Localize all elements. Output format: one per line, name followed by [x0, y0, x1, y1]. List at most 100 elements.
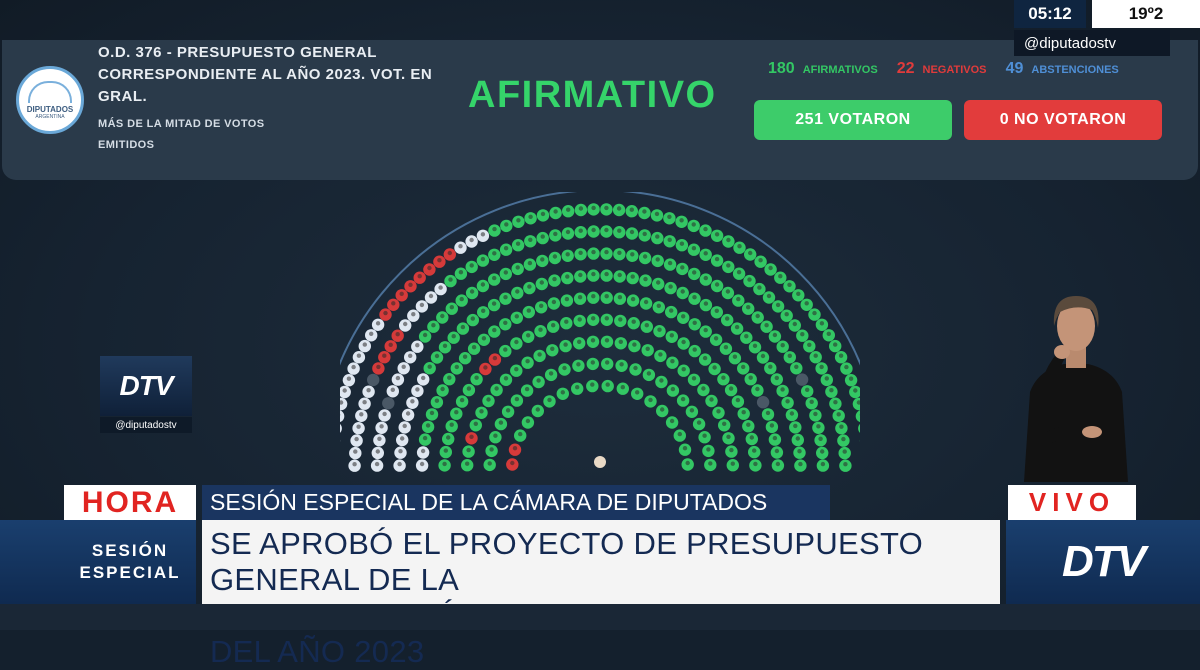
deputy-seat-icon	[387, 299, 399, 311]
deputy-seat-icon	[699, 353, 711, 365]
negative-label: NEGATIVOS	[923, 64, 987, 76]
deputy-seat-icon	[340, 386, 351, 398]
deputy-seat-icon	[467, 314, 479, 326]
deputy-seat-icon	[484, 459, 496, 471]
deputy-seat-icon	[711, 306, 723, 318]
deputy-seat-icon	[656, 405, 668, 417]
deputy-seat-icon	[712, 407, 724, 419]
deputy-seat-icon	[651, 209, 663, 221]
deputy-seat-icon	[601, 358, 613, 370]
deputy-seat-icon	[587, 225, 599, 237]
dtv-logo-small: DTV	[100, 356, 192, 416]
deputy-seat-icon	[495, 418, 507, 430]
deputy-seat-icon	[446, 420, 458, 432]
deputy-seat-icon	[406, 397, 418, 409]
deputy-seat-icon	[511, 312, 523, 324]
deputy-seat-icon	[677, 287, 689, 299]
deputy-seat-icon	[812, 422, 824, 434]
hora-label: HORA	[64, 485, 196, 520]
deputy-seat-icon	[835, 351, 847, 363]
deputy-seat-icon	[532, 405, 544, 417]
deputy-seat-icon	[521, 357, 533, 369]
deputy-seat-icon	[674, 429, 686, 441]
deputy-seat-icon	[749, 459, 761, 471]
deputy-seat-icon	[748, 446, 760, 458]
deputy-seat-icon	[641, 321, 653, 333]
deputy-seat-icon	[459, 352, 471, 364]
deputy-seat-icon	[349, 447, 361, 459]
deputy-seat-icon	[640, 297, 652, 309]
deputy-seat-icon	[416, 459, 428, 471]
deputy-seat-icon	[466, 287, 478, 299]
deputy-seat-icon	[711, 230, 723, 242]
deputy-seat-icon	[816, 447, 828, 459]
deputy-seat-icon	[853, 398, 860, 410]
deputy-seat-icon	[512, 239, 524, 251]
deputy-seat-icon	[534, 325, 546, 337]
deputy-seat-icon	[548, 297, 560, 309]
deputy-seat-icon	[417, 373, 429, 385]
bottom-bar	[0, 604, 1200, 630]
deputy-seat-icon	[382, 397, 394, 409]
deputy-seat-icon	[385, 340, 397, 352]
deputy-seat-icon	[438, 459, 450, 471]
deputy-seat-icon	[560, 317, 572, 329]
deputy-seat-icon	[562, 250, 574, 262]
deputy-seat-icon	[477, 254, 489, 266]
deputy-seat-icon	[704, 459, 716, 471]
deputy-seat-icon	[499, 345, 511, 357]
deputy-seat-icon	[600, 203, 612, 215]
deputy-seat-icon	[667, 384, 679, 396]
channel-handle-top: @diputadostv	[1014, 30, 1170, 56]
deputy-seat-icon	[790, 362, 802, 374]
deputy-seat-icon	[367, 374, 379, 386]
deputy-seat-icon	[455, 268, 467, 280]
deputy-seat-icon	[440, 446, 452, 458]
deputy-seat-icon	[845, 374, 857, 386]
session-label-line1: SESIÓN	[92, 540, 168, 562]
deputy-seat-icon	[477, 230, 489, 242]
deputy-seat-icon	[749, 341, 761, 353]
deputy-seat-icon	[615, 360, 627, 372]
deputy-seat-icon	[688, 374, 700, 386]
deputy-seat-icon	[677, 337, 689, 349]
deputy-seat-icon	[638, 207, 650, 219]
negative-count: 22	[897, 60, 915, 77]
deputy-seat-icon	[431, 396, 443, 408]
deputy-seat-icon	[688, 293, 700, 305]
deputy-seat-icon	[461, 459, 473, 471]
deputy-seat-icon	[482, 395, 494, 407]
voted-badge: 251 VOTARON	[754, 100, 952, 140]
session-label: SESIÓN ESPECIAL	[0, 520, 196, 604]
deputy-seat-icon	[470, 419, 482, 431]
deputy-seat-icon	[524, 235, 536, 247]
deputy-seat-icon	[801, 385, 813, 397]
deputy-seat-icon	[784, 351, 796, 363]
chamber-seat-map	[340, 192, 860, 492]
deputy-seat-icon	[511, 287, 523, 299]
deputy-seat-icon	[442, 433, 454, 445]
deputy-seat-icon	[353, 351, 365, 363]
deputy-seat-icon	[710, 334, 722, 346]
deputy-seat-icon	[809, 409, 821, 421]
deputy-seat-icon	[439, 341, 451, 353]
deputy-seat-icon	[764, 263, 776, 275]
deputy-seat-icon	[457, 322, 469, 334]
deputy-seat-icon	[488, 273, 500, 285]
deputy-seat-icon	[817, 459, 829, 471]
deputy-seat-icon	[729, 352, 741, 364]
deputy-seat-icon	[737, 362, 749, 374]
deputy-seat-icon	[502, 406, 514, 418]
deputy-seat-icon	[549, 207, 561, 219]
deputy-seat-icon	[446, 303, 458, 315]
deputy-seat-icon	[752, 311, 764, 323]
deputy-seat-icon	[411, 385, 423, 397]
deputy-seat-icon	[378, 409, 390, 421]
deputy-seat-icon	[627, 272, 639, 284]
deputy-seat-icon	[489, 353, 501, 365]
deputy-seat-icon	[776, 385, 788, 397]
deputy-seat-icon	[379, 308, 391, 320]
deputy-seat-icon	[816, 319, 828, 331]
